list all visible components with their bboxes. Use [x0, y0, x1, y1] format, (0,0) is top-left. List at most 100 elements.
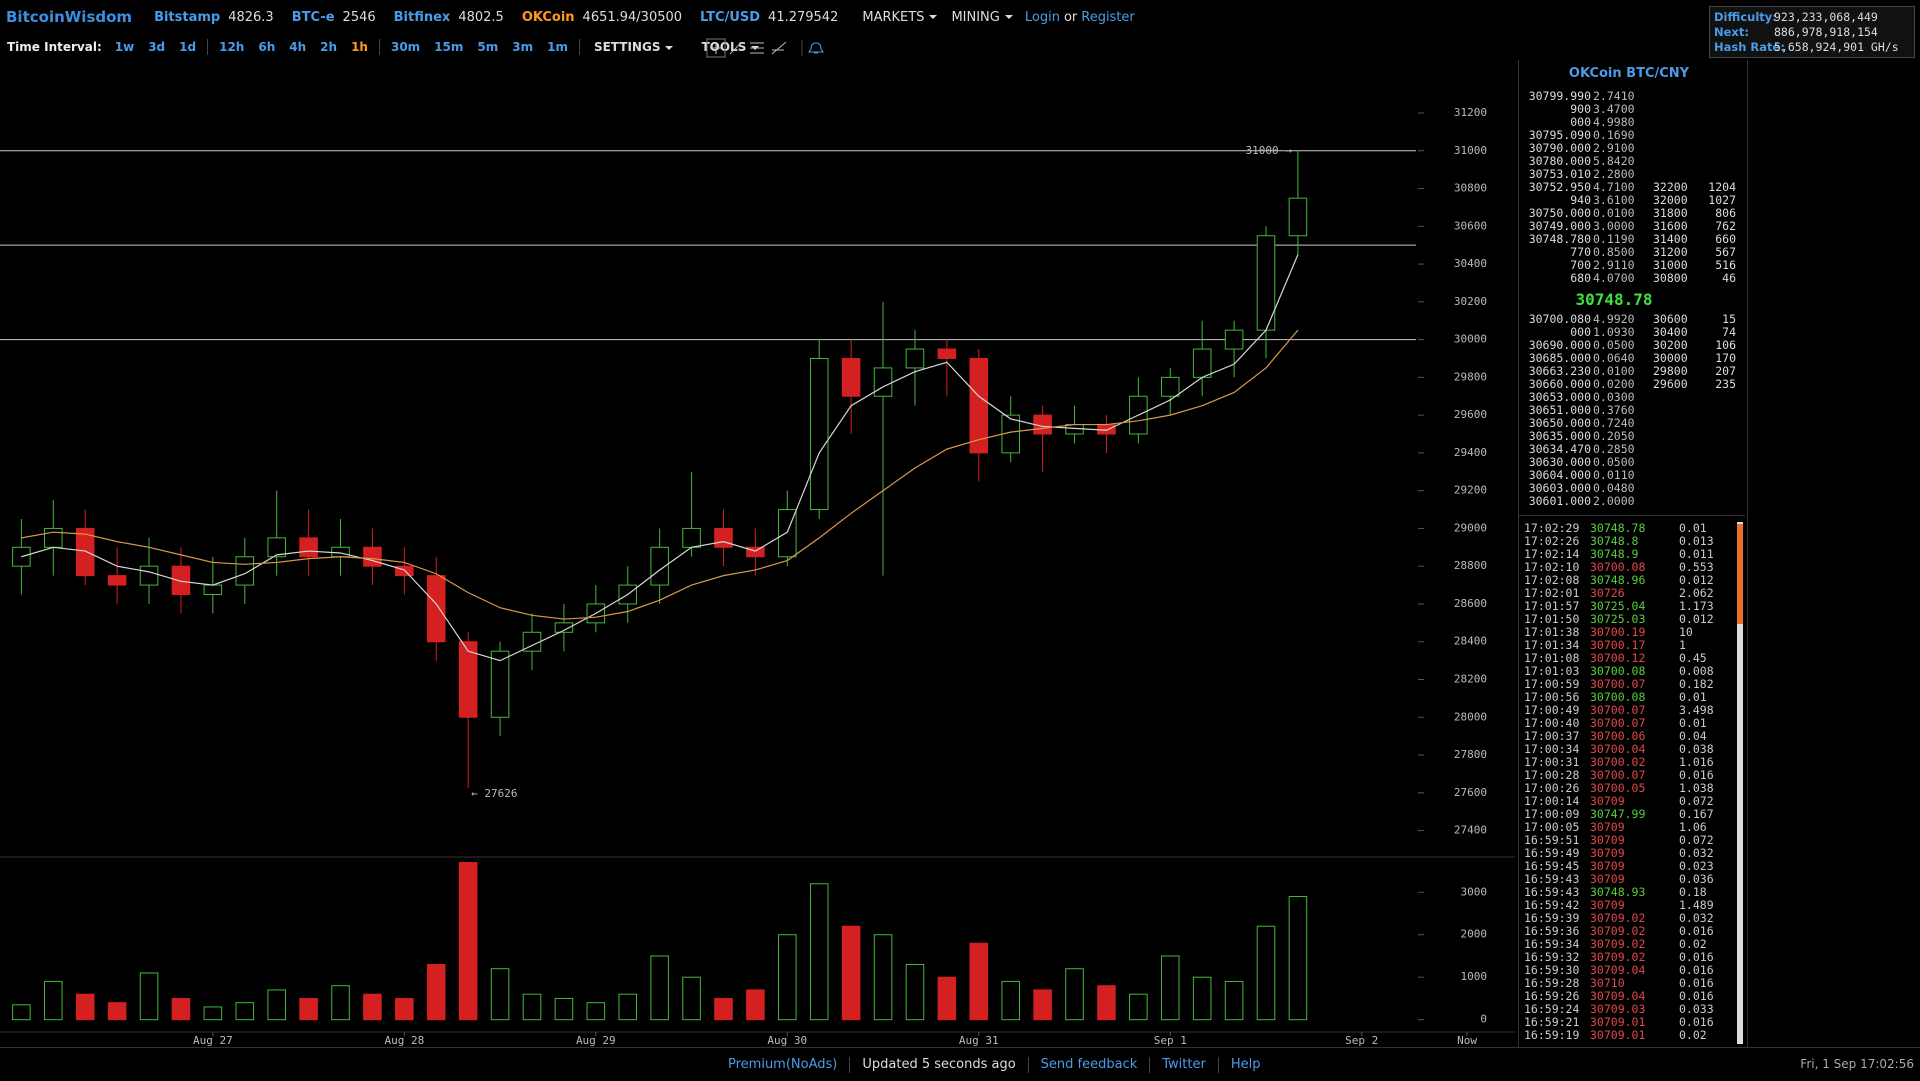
y-tick-label: 31000	[1454, 144, 1487, 157]
ask-row: 900 3.4700	[1519, 103, 1739, 116]
crosshair-tool[interactable]	[706, 38, 726, 58]
depth-price: 30800	[1653, 271, 1688, 285]
hline-tool[interactable]	[750, 42, 764, 54]
book-price: 30799.990	[1528, 89, 1591, 103]
candle-body	[682, 527, 701, 548]
brand[interactable]: BitcoinWisdom	[6, 8, 133, 26]
trade-amount: 0.008	[1679, 664, 1714, 678]
book-price: 30653.000	[1528, 390, 1591, 404]
trade-row: 16:59:34 30709.02 0.02	[1519, 938, 1739, 951]
volume-bar	[12, 1004, 31, 1021]
book-amount: 0.1190	[1593, 232, 1635, 246]
trade-row: 16:59:42 30709 1.489	[1519, 899, 1739, 912]
footer: Premium(NoAds) Updated 5 seconds ago Send …	[0, 1047, 1920, 1081]
depth-amount: 660	[1715, 232, 1736, 246]
network-row: Hash Rate: 5,658,924,901 GH/s	[1714, 40, 1914, 55]
trade-time: 16:59:39	[1524, 911, 1580, 925]
trade-time: 17:02:29	[1524, 521, 1580, 535]
scrollbar[interactable]	[1737, 522, 1743, 1044]
trade-row: 17:00:59 30700.07 0.182	[1519, 678, 1739, 691]
trade-time: 17:02:14	[1524, 547, 1580, 561]
toolbar-menu[interactable]: TOOLS	[701, 40, 759, 54]
interval-button[interactable]: 5m	[477, 40, 499, 54]
volume-bar	[1129, 993, 1148, 1021]
volume-bar	[235, 1002, 255, 1021]
bid-row: 30663.230 0.0100 29800 207	[1519, 365, 1739, 378]
interval-button[interactable]: 30m	[390, 40, 421, 54]
book-amount: 4.7100	[1593, 180, 1635, 194]
trade-row: 17:02:10 30700.08 0.553	[1519, 561, 1739, 574]
alert-tool[interactable]	[808, 42, 824, 54]
interval-button[interactable]: 3d	[148, 40, 166, 54]
line-tool[interactable]	[729, 41, 743, 55]
fib-tool[interactable]	[771, 41, 787, 55]
interval-button[interactable]: 1w	[114, 40, 135, 54]
footer-link[interactable]: Twitter	[1162, 1057, 1206, 1072]
menu[interactable]: MINING	[951, 10, 1012, 25]
ticker-name[interactable]: BTC-e	[291, 9, 335, 25]
trade-amount: 1.489	[1679, 898, 1714, 912]
clock: Fri, 1 Sep 17:02:56	[1800, 1057, 1914, 1071]
y-tick-label: 28600	[1454, 597, 1487, 610]
scrollbar-thumb[interactable]	[1737, 524, 1743, 624]
footer-link[interactable]: Premium(NoAds)	[728, 1057, 838, 1072]
interval-button[interactable]: 15m	[434, 40, 464, 54]
trade-price: 30710	[1590, 976, 1625, 990]
candle-body	[139, 565, 159, 586]
book-amount: 1.0930	[1593, 325, 1635, 339]
trade-price: 30700.08	[1590, 664, 1646, 678]
trade-price: 30725.04	[1590, 599, 1646, 613]
depth-amount: 516	[1715, 258, 1736, 272]
candle-body	[554, 622, 574, 633]
trade-row: 16:59:51 30709 0.072	[1519, 834, 1739, 847]
register-link[interactable]: Register	[1081, 9, 1135, 25]
login-link[interactable]: Login	[1024, 9, 1060, 25]
drawing-tools[interactable]	[706, 38, 836, 58]
depth-price: 29800	[1653, 364, 1688, 378]
footer-link[interactable]: Help	[1230, 1057, 1261, 1072]
book-amount: 0.0110	[1593, 468, 1635, 482]
trade-price: 30700.04	[1590, 742, 1646, 756]
depth-amount: 46	[1722, 271, 1736, 285]
trade-amount: 0.012	[1679, 612, 1714, 626]
trade-row: 17:01:57 30725.04 1.173	[1519, 600, 1739, 613]
interval-button[interactable]: 1m	[547, 40, 568, 54]
network-label: Next:	[1714, 25, 1749, 39]
ticker-name[interactable]: OKCoin	[521, 9, 575, 25]
interval-button[interactable]: 12h	[219, 40, 245, 54]
bid-row: 30601.000 2.0000	[1519, 495, 1739, 508]
trade-price: 30700.12	[1590, 651, 1646, 665]
interval-button[interactable]: 1d	[179, 40, 197, 54]
depth-amount: 207	[1715, 364, 1736, 378]
trade-price: 30709	[1590, 859, 1625, 873]
trade-time: 17:00:40	[1524, 716, 1580, 730]
volume-bar	[969, 942, 989, 1021]
ticker-name[interactable]: LTC/USD	[700, 9, 761, 25]
x-tick-label: Aug 31	[959, 1034, 999, 1047]
ticker-name[interactable]: Bitstamp	[154, 9, 221, 25]
book-price: 30660.000	[1528, 377, 1591, 391]
trade-amount: 1.173	[1679, 599, 1714, 613]
trade-row: 17:00:37 30700.06 0.04	[1519, 730, 1739, 743]
interval-button[interactable]: 1h	[351, 40, 368, 54]
interval-label: Time Interval:	[7, 40, 102, 54]
interval-button[interactable]: 6h	[258, 40, 276, 54]
interval-button[interactable]: 2h	[320, 40, 338, 54]
toolbar-menu[interactable]: SETTINGS	[594, 40, 674, 54]
y-tick-label: 27600	[1454, 786, 1487, 799]
chart: 27400 27600 27800 28000 28200 28400 28600 28800…	[0, 106, 1515, 1047]
trade-row: 17:01:38 30700.19 10	[1519, 626, 1739, 639]
book-price: 940	[1570, 193, 1591, 207]
x-tick-label: Sep 1	[1154, 1034, 1187, 1047]
toolbar: Time Interval: 1w 3d 1d 12h 6h 4h 2h 1h 30m 15m 5m 3…	[0, 35, 860, 59]
trade-amount: 10	[1679, 625, 1693, 639]
footer-link[interactable]: Send feedback	[1040, 1057, 1138, 1072]
ticker-name[interactable]: Bitfinex	[393, 9, 451, 25]
x-tick-label: Sep 2	[1345, 1034, 1378, 1047]
trade-amount: 0.553	[1679, 560, 1714, 574]
interval-button[interactable]: 4h	[289, 40, 307, 54]
book-price: 30690.000	[1528, 338, 1591, 352]
network-value: 923,233,068,449	[1774, 10, 1878, 24]
menu[interactable]: MARKETS	[862, 10, 937, 25]
interval-button[interactable]: 3m	[512, 40, 534, 54]
